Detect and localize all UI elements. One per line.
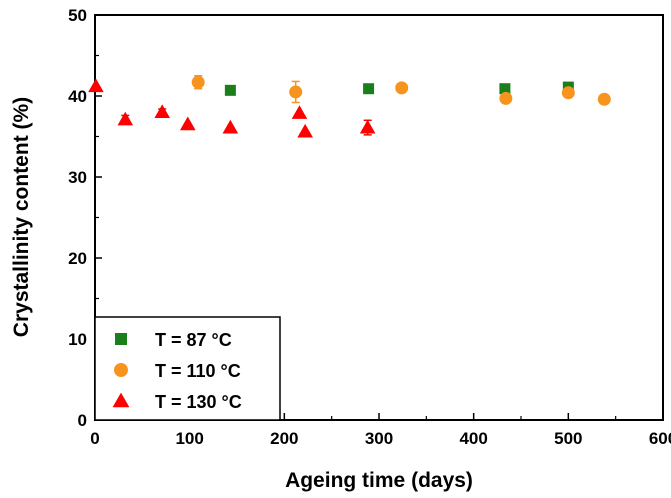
data-point [289,85,303,99]
axis-ticks: 0 100 200 300 400 500 600 0 10 20 30 40 50 [68,6,671,448]
data-point [191,75,205,89]
data-point [499,91,513,105]
data-point [291,105,308,119]
data-series [88,75,611,138]
legend-marker-square [115,333,127,345]
data-point [222,119,239,134]
y-tick-label: 0 [78,411,87,430]
legend-label: T = 110 °C [155,361,241,381]
data-point [297,123,313,138]
x-tick-label: 300 [365,429,393,448]
legend-label: T = 87 °C [155,330,232,350]
x-tick-label: 500 [554,429,582,448]
data-point [597,92,611,106]
data-point [117,111,134,126]
data-point [224,84,236,96]
y-tick-label: 20 [68,249,87,268]
legend-label: T = 130 °C [155,392,242,412]
data-point [561,86,575,100]
series-triangle [88,78,376,138]
data-point [395,81,409,95]
x-tick-label: 600 [649,429,671,448]
legend-marker-triangle [112,392,130,408]
data-point [499,83,511,95]
legend: T = 87 °C T = 110 °C T = 130 °C [94,316,281,421]
y-tick-label: 10 [68,330,87,349]
x-tick-label: 400 [459,429,487,448]
data-point [363,83,375,95]
legend-marker-circle [114,363,128,377]
y-tick-label: 30 [68,168,87,187]
y-tick-label: 50 [68,6,87,25]
data-point [179,116,196,131]
data-point [154,104,171,119]
data-point [88,78,104,93]
x-axis-label: Ageing time (days) [285,469,473,492]
series-circle [191,75,611,106]
x-tick-label: 0 [90,429,99,448]
data-point [359,119,376,134]
y-tick-label: 40 [68,87,87,106]
y-axis-label: Crystallinity content (%) [10,97,33,337]
x-tick-label: 200 [270,429,298,448]
x-tick-label: 100 [175,429,203,448]
